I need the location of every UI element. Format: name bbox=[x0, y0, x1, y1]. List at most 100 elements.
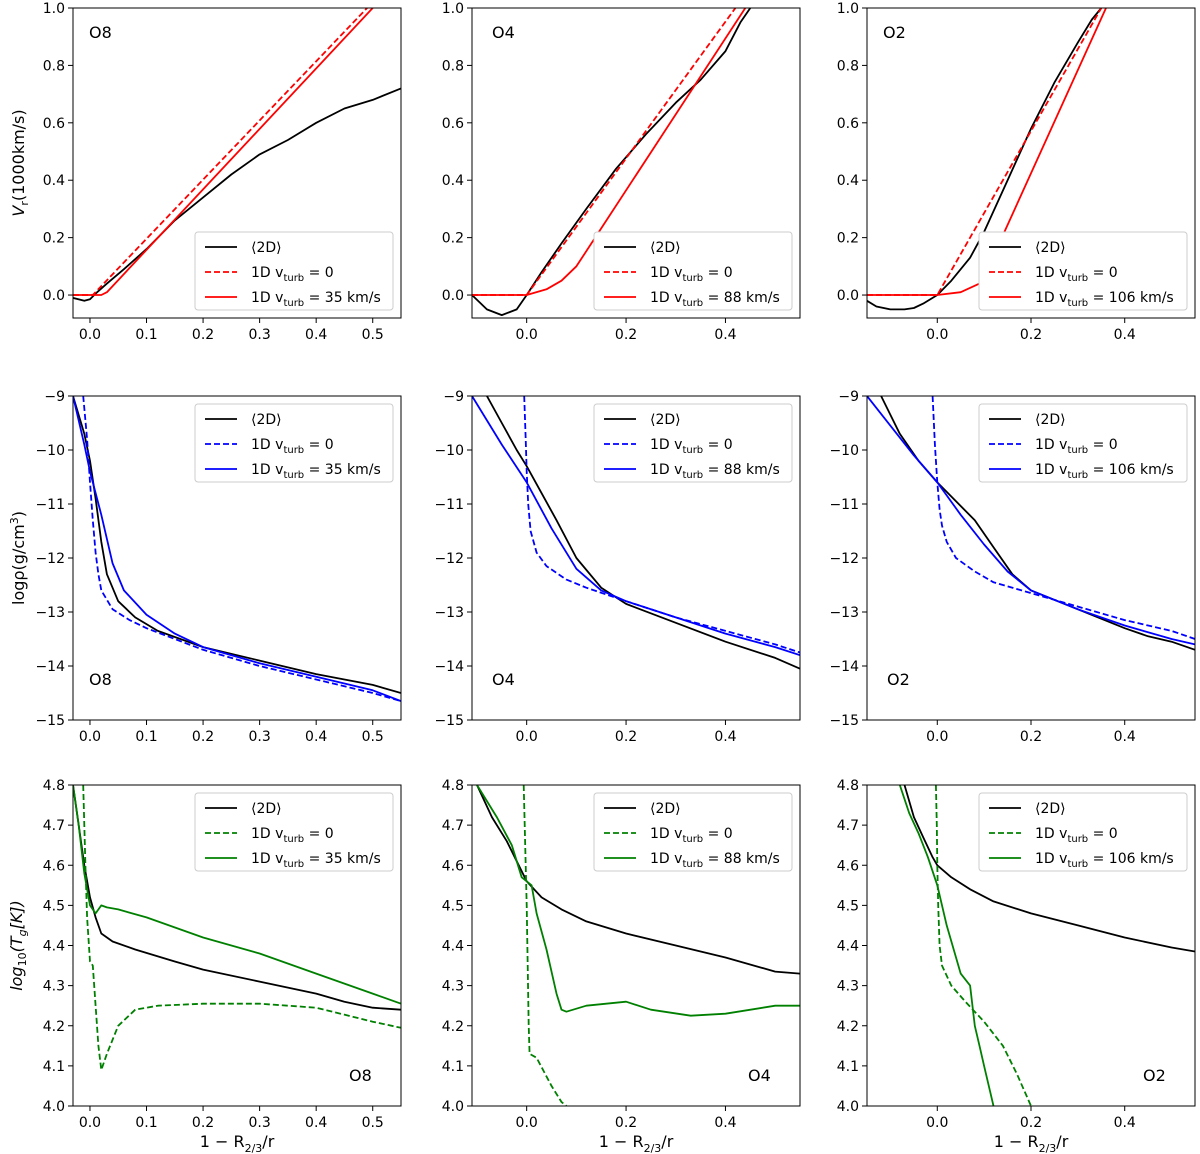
x-tick-label: 0.1 bbox=[135, 327, 157, 343]
x-tick-label: 0.1 bbox=[135, 1115, 157, 1131]
y-tick-label: 0.6 bbox=[43, 116, 65, 132]
series-line-2d bbox=[476, 785, 800, 975]
y-tick-label: −9 bbox=[44, 389, 65, 405]
legend-entry: ⟨2D⟩ bbox=[650, 412, 681, 428]
legend-entry: 1D vturb = 35 km/s bbox=[251, 290, 381, 309]
legend-entry: 1D vturb = 0 bbox=[650, 437, 733, 456]
series-line-1d-vturb-0 bbox=[82, 396, 401, 702]
series-line-1d-vturb-0 bbox=[522, 785, 567, 1106]
y-tick-label: 0.2 bbox=[442, 231, 464, 247]
y-tick-label: −13 bbox=[35, 605, 65, 621]
legend-entry: 1D vturb = 106 km/s bbox=[1035, 462, 1174, 481]
series-line-1d-vturb bbox=[73, 8, 374, 296]
x-tick-label: 0.4 bbox=[305, 327, 327, 343]
legend-entry: ⟨2D⟩ bbox=[251, 801, 282, 817]
y-tick-label: 4.0 bbox=[837, 1099, 859, 1115]
legend-entry: 1D vturb = 106 km/s bbox=[1035, 290, 1174, 309]
x-tick-label: 0.0 bbox=[516, 1115, 538, 1131]
legend: ⟨2D⟩ 1D vturb = 0 1D vturb = 88 km/s bbox=[593, 403, 793, 483]
legend-entry: ⟨2D⟩ bbox=[1035, 801, 1066, 817]
series-group bbox=[867, 396, 1195, 651]
y-tick-label: 0.8 bbox=[442, 58, 464, 74]
legend-box bbox=[593, 403, 793, 483]
y-tick-label: 0.4 bbox=[837, 173, 859, 189]
y-tick-label: −9 bbox=[838, 389, 859, 405]
panel-o2-row2: 4.0 4.1 4.2 4.3 4.4 4.5 4.6 4.7 4.8 0.0 0.2 0.4 O2 ⟨2… bbox=[837, 778, 1196, 1154]
series-line-2d bbox=[903, 785, 1195, 953]
y-axis-label: logρ(g/cm3) bbox=[8, 511, 28, 605]
legend: ⟨2D⟩ 1D vturb = 0 1D vturb = 35 km/s bbox=[194, 403, 394, 483]
y-tick-label: 4.1 bbox=[837, 1059, 859, 1075]
y-tick-label: 4.4 bbox=[43, 939, 65, 955]
series-group bbox=[476, 785, 800, 1106]
series-line-1d-vturb-0 bbox=[935, 785, 1032, 1106]
y-tick-label: 4.5 bbox=[43, 898, 65, 914]
legend-entry: 1D vturb = 35 km/s bbox=[251, 462, 381, 481]
legend-entry: 1D vturb = 88 km/s bbox=[650, 851, 780, 870]
model-label: O2 bbox=[887, 670, 910, 689]
y-tick-label: 1.0 bbox=[43, 1, 65, 17]
y-tick-label: 4.2 bbox=[43, 1019, 65, 1035]
x-tick-label: 0.3 bbox=[248, 1115, 270, 1131]
x-tick-label: 0.2 bbox=[615, 327, 637, 343]
y-tick-label: −10 bbox=[829, 443, 859, 459]
x-tick-label: 0.0 bbox=[926, 729, 948, 745]
legend-entry: ⟨2D⟩ bbox=[1035, 240, 1066, 256]
panel-o2-row1: −15 −14 −13 −12 −11 −10 −9 0.0 0.2 0.4 O2 ⟨2D⟩ 1D vt… bbox=[829, 389, 1196, 745]
y-tick-label: 4.0 bbox=[442, 1099, 464, 1115]
series-line-2d bbox=[486, 396, 800, 670]
series-line-1d-vturb-0 bbox=[82, 785, 401, 1071]
y-tick-label: −15 bbox=[35, 713, 65, 729]
series-line-2d bbox=[73, 396, 401, 694]
x-tick-label: 0.2 bbox=[615, 729, 637, 745]
x-tick-label: 0.2 bbox=[1020, 327, 1042, 343]
y-tick-label: 0.4 bbox=[43, 173, 65, 189]
legend: ⟨2D⟩ 1D vturb = 0 1D vturb = 88 km/s bbox=[593, 792, 793, 872]
legend: ⟨2D⟩ 1D vturb = 0 1D vturb = 35 km/s bbox=[194, 792, 394, 872]
y-tick-label: −11 bbox=[829, 497, 859, 513]
x-tick-label: 0.0 bbox=[79, 729, 101, 745]
y-tick-label: 4.3 bbox=[442, 979, 464, 995]
y-tick-label: 4.2 bbox=[837, 1019, 859, 1035]
series-group bbox=[472, 396, 800, 670]
y-tick-label: −9 bbox=[443, 389, 464, 405]
y-axis-label: log10(Tg[K]) bbox=[7, 900, 29, 991]
y-tick-label: −13 bbox=[829, 605, 859, 621]
series-line-1d-vturb bbox=[867, 396, 1195, 646]
legend: ⟨2D⟩ 1D vturb = 0 1D vturb = 106 km/s bbox=[978, 231, 1188, 311]
x-tick-label: 0.4 bbox=[305, 1115, 327, 1131]
y-tick-label: −13 bbox=[434, 605, 464, 621]
legend-entry: 1D vturb = 0 bbox=[1035, 437, 1118, 456]
legend-box bbox=[593, 231, 793, 311]
legend-box bbox=[593, 792, 793, 872]
legend-box bbox=[978, 792, 1188, 872]
panel-o8-row0: 0.0 0.2 0.4 0.6 0.8 1.0 0.0 0.1 0.2 0.3 0.4 0.5 O8 ⟨2… bbox=[9, 1, 402, 343]
legend: ⟨2D⟩ 1D vturb = 0 1D vturb = 106 km/s bbox=[978, 792, 1188, 872]
legend: ⟨2D⟩ 1D vturb = 0 1D vturb = 106 km/s bbox=[978, 403, 1188, 483]
x-tick-label: 0.5 bbox=[362, 327, 384, 343]
y-tick-label: −11 bbox=[35, 497, 65, 513]
model-label: O4 bbox=[748, 1066, 771, 1085]
y-tick-label: 4.3 bbox=[43, 979, 65, 995]
y-tick-label: 4.8 bbox=[442, 778, 464, 794]
axes-frame bbox=[471, 7, 801, 319]
series-group bbox=[73, 8, 401, 302]
legend-entry: 1D vturb = 0 bbox=[650, 826, 733, 845]
legend-entry: 1D vturb = 106 km/s bbox=[1035, 851, 1174, 870]
y-tick-label: −10 bbox=[434, 443, 464, 459]
legend-entry: 1D vturb = 88 km/s bbox=[650, 462, 780, 481]
y-tick-label: 4.6 bbox=[837, 858, 859, 874]
axes-frame bbox=[72, 7, 402, 319]
model-label: O2 bbox=[1143, 1066, 1166, 1085]
legend-entry: 1D vturb = 0 bbox=[650, 265, 733, 284]
legend-entry: 1D vturb = 35 km/s bbox=[251, 851, 381, 870]
x-tick-label: 0.4 bbox=[1114, 729, 1136, 745]
y-tick-label: −12 bbox=[35, 551, 65, 567]
series-line-1d-vturb bbox=[898, 785, 995, 1106]
y-tick-label: 0.0 bbox=[43, 288, 65, 304]
y-tick-label: 4.7 bbox=[837, 818, 859, 834]
y-axis-label: Vr(1000km/s) bbox=[9, 109, 31, 216]
model-label: O4 bbox=[492, 670, 515, 689]
y-tick-label: −10 bbox=[35, 443, 65, 459]
x-axis-label: 1 − R2/3/r bbox=[200, 1132, 275, 1154]
